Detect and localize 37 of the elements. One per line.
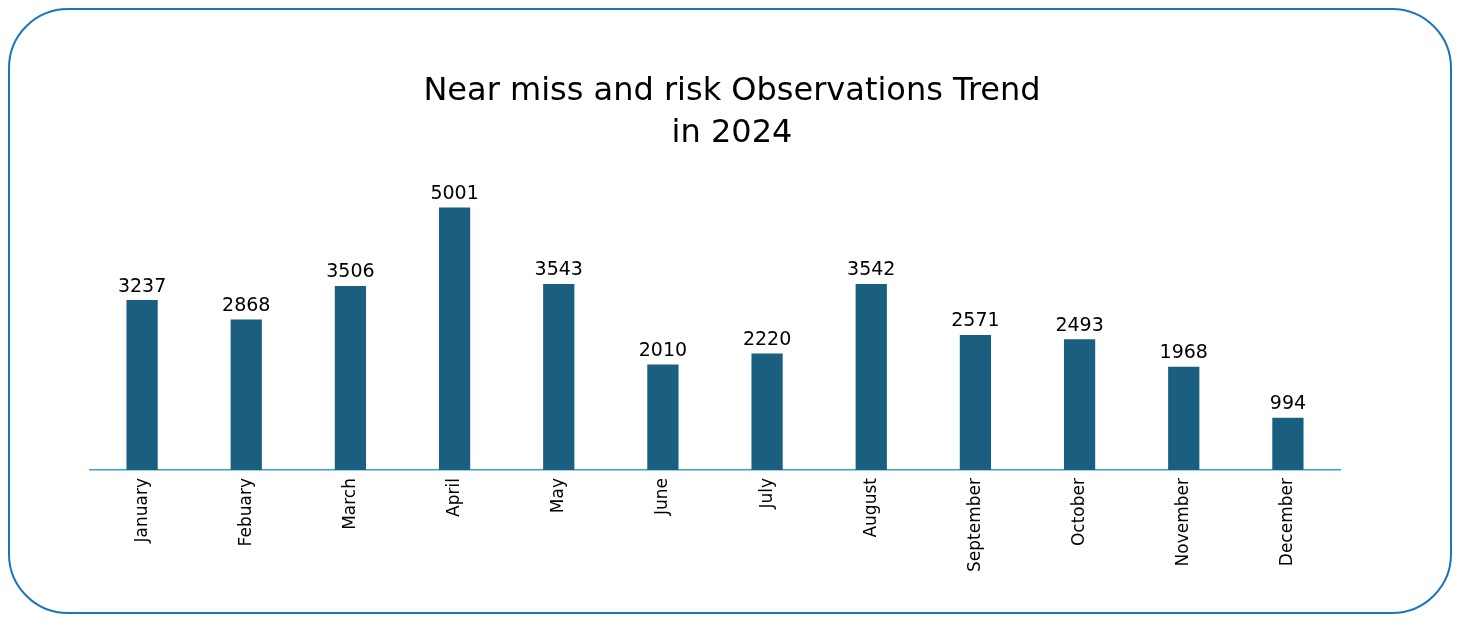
bar: [959, 335, 992, 471]
data-label: 2493: [1055, 312, 1104, 335]
data-label: 994: [1269, 391, 1307, 414]
data-label: 2220: [742, 326, 792, 349]
x-tick-label: September: [963, 478, 984, 572]
data-label: 3542: [847, 257, 896, 280]
bar: [1272, 417, 1304, 471]
data-label: 3237: [117, 273, 167, 296]
x-tick-label: December: [1276, 478, 1297, 567]
chart-title: Near miss and risk Observations Trend in 2024: [422, 69, 1042, 152]
data-label: 2010: [638, 337, 688, 360]
bar: [1168, 366, 1200, 471]
bar: [1063, 339, 1096, 471]
x-tick-label: May: [547, 478, 568, 514]
bar: [751, 353, 783, 471]
bar: [647, 364, 679, 471]
x-tick-label: March: [338, 478, 359, 530]
bar: [543, 284, 575, 471]
data-label: 3506: [326, 259, 375, 282]
x-tick-label: October: [1068, 478, 1089, 547]
bar: [126, 300, 158, 471]
x-tick-label: January: [130, 478, 151, 544]
data-label: 2571: [951, 308, 1000, 331]
x-tick-label: June: [651, 478, 672, 517]
bar: [334, 285, 367, 471]
x-tick-label: July: [755, 478, 776, 510]
x-tick-label: April: [443, 478, 464, 517]
data-label: 5001: [430, 180, 479, 203]
x-tick-label: November: [1172, 478, 1193, 567]
x-tick-label: Febuary: [234, 478, 255, 547]
bar: [855, 284, 887, 471]
bar: [438, 207, 471, 471]
data-label: 3543: [534, 257, 583, 280]
x-tick-label: August: [859, 477, 880, 538]
data-label: 2868: [222, 292, 271, 315]
bar: [230, 319, 262, 471]
data-label: 1968: [1159, 340, 1208, 363]
